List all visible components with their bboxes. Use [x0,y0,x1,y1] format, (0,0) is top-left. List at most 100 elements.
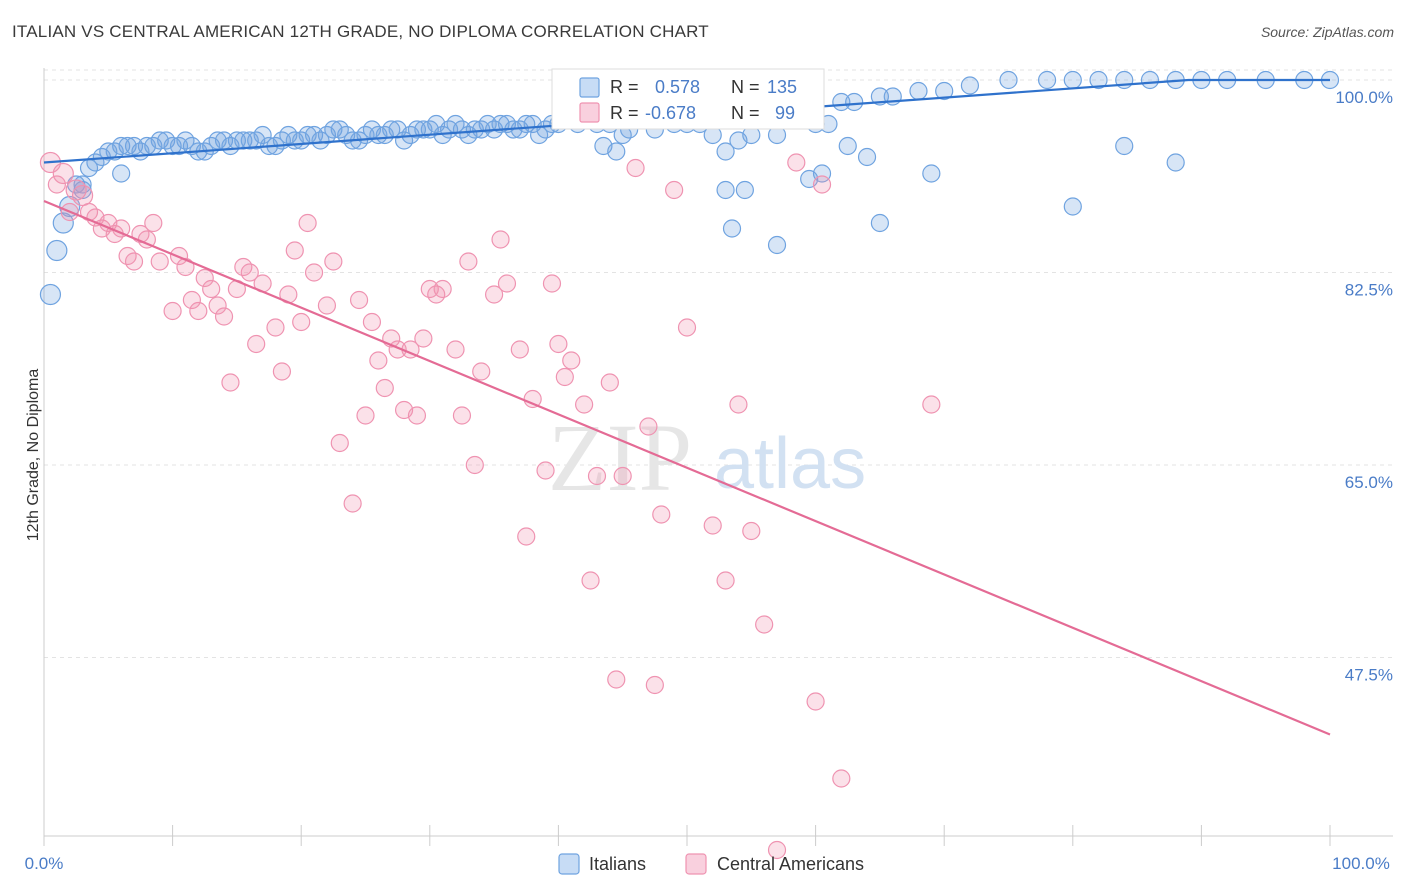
gridlines [44,69,1393,658]
central-americans-point [356,406,375,425]
central-americans-point [317,296,337,315]
italians-point [767,235,787,255]
central-americans-point [607,670,626,689]
central-americans-n-value: 99 [775,103,795,123]
central-americans-point [349,290,369,310]
central-americans-point [446,340,465,359]
central-americans-point [52,162,74,185]
y-tick-label: 65.0% [1345,473,1393,492]
central-americans-point [555,367,574,387]
chart-title: ITALIAN VS CENTRAL AMERICAN 12TH GRADE, … [12,22,709,41]
central-americans-point [189,301,208,321]
central-americans-point [330,433,349,453]
italians-point [1140,70,1160,90]
italians-point [838,136,857,156]
central-americans-point [221,373,240,392]
central-americans-point [144,213,163,233]
italians-point [909,81,928,101]
central-americans-point [292,312,311,332]
central-americans-points [39,151,941,860]
central-americans-point [812,175,832,194]
bottom-legend-italians-label[interactable]: Italians [589,854,646,874]
central-americans-point [163,301,182,321]
y-tick-labels: 100.0% 82.5% 65.0% 47.5% [1335,88,1393,685]
central-americans-point [124,252,144,271]
central-americans-point [639,417,658,436]
central-americans-point [806,692,825,711]
central-americans-point [645,675,664,695]
central-americans-point [536,461,555,480]
watermark-zip: ZIP [548,404,692,511]
central-americans-point [304,263,324,282]
central-americans-point [71,184,94,207]
italians-point [52,212,74,234]
italians-point [1166,153,1185,172]
italians-n-label: N = [731,77,760,97]
central-americans-point [324,252,343,271]
y-tick-label: 82.5% [1345,281,1393,300]
x-tick-label-min: 0.0% [25,854,64,873]
central-americans-point [182,290,201,310]
central-americans-point [600,373,619,392]
italians-point [960,76,980,95]
italians-point [845,92,864,112]
central-americans-r-label: R = [610,103,639,123]
central-americans-point [47,175,66,194]
x-tick-label-max: 100.0% [1332,854,1390,873]
y-tick-label: 47.5% [1345,666,1393,685]
central-americans-point [272,362,292,381]
central-americans-point [202,279,221,299]
central-americans-point [755,615,774,634]
central-americans-point [665,180,684,200]
italians-point [922,164,941,183]
italians-point [999,70,1018,90]
central-americans-point [407,406,427,425]
central-americans-point [542,274,562,293]
italians-point [735,180,754,200]
italians-swatch [579,77,600,98]
central-americans-point [703,516,722,535]
central-americans-point [581,571,600,590]
central-americans-point [298,213,317,233]
italians-point [253,125,272,145]
y-tick-label: 100.0% [1335,88,1393,107]
central-americans-point [575,395,594,414]
bottom-legend-central-americans-label[interactable]: Central Americans [717,854,864,874]
central-americans-point [240,263,259,282]
central-americans-point [922,395,941,414]
source-label[interactable]: Source: ZipAtlas.com [1260,24,1394,40]
italians-point [716,180,735,200]
stats-legend: R = 0.578 N = 135 R = -0.678 N = 99 [551,68,825,130]
italians-point [857,147,877,167]
italians-point [407,120,427,139]
central-americans-point [459,252,478,271]
italians-point [716,142,735,161]
central-americans-point [767,840,787,860]
central-americans-point [549,334,568,354]
central-americans-point [677,318,697,337]
central-americans-point [369,351,388,370]
central-americans-point [523,389,542,409]
central-americans-point [414,329,433,348]
central-americans-point [626,158,645,178]
italians-point [46,239,68,262]
central-americans-point [729,395,748,414]
italians-point [607,142,626,161]
central-americans-point [491,230,510,249]
central-americans-point [285,241,304,260]
central-americans-point [150,252,169,271]
italians-point [935,81,954,101]
central-americans-point [465,455,484,475]
central-americans-point [433,279,452,299]
central-americans-n-label: N = [731,103,760,123]
italians-point [722,219,742,238]
central-americans-point [452,406,472,425]
central-americans-point [266,318,285,337]
bottom-legend-central-americans-swatch [685,853,707,875]
italians-point [870,87,890,106]
central-americans-swatch [579,102,600,123]
italians-point [1063,70,1082,90]
y-axis-title: 12th Grade, No Diploma [25,369,42,542]
central-americans-point [742,521,761,541]
